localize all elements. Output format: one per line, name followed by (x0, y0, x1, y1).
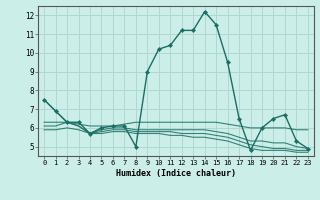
X-axis label: Humidex (Indice chaleur): Humidex (Indice chaleur) (116, 169, 236, 178)
